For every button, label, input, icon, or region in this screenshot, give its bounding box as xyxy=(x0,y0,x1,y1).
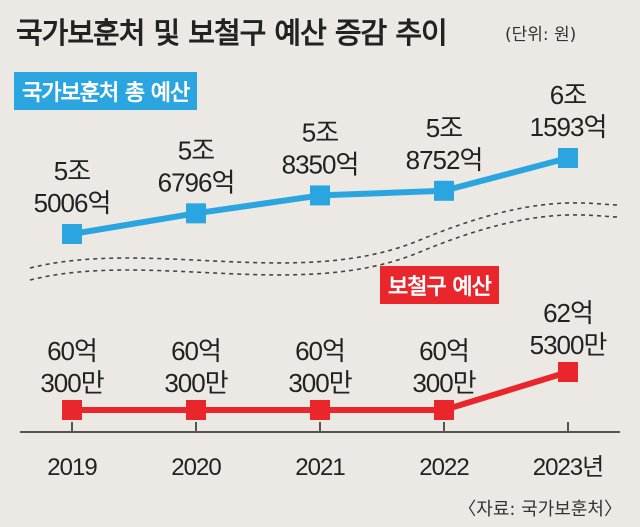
x-tick-label: 2019 xyxy=(47,454,97,481)
data-label-line1: 6조 xyxy=(550,80,586,110)
data-point-marker xyxy=(62,400,82,420)
data-point-marker xyxy=(434,180,454,201)
data-label-line2: 5300만 xyxy=(530,330,607,360)
data-label-line1: 5조 xyxy=(54,156,90,186)
data-label-line1: 60억 xyxy=(47,336,97,366)
x-tick-label: 2022 xyxy=(419,454,469,481)
data-label-line2: 300만 xyxy=(164,368,227,398)
legend-prosthetics-budget: 보철구 예산 xyxy=(380,266,499,304)
axis-break-line xyxy=(29,202,621,269)
data-label-line2: 5006억 xyxy=(34,188,111,218)
data-label-line1: 60억 xyxy=(295,336,345,366)
data-label-line1: 5조 xyxy=(426,113,462,143)
data-point-marker xyxy=(558,148,578,168)
data-label-line2: 8752억 xyxy=(406,145,483,175)
data-label-line1: 60억 xyxy=(171,336,221,366)
axis-break xyxy=(29,202,621,281)
data-point-marker xyxy=(558,362,578,382)
data-label-line2: 8350억 xyxy=(282,149,359,179)
data-point-marker xyxy=(310,400,330,420)
chart-title: 국가보훈처 및 보철구 예산 증감 추이 xyxy=(16,16,448,50)
axis-break-line xyxy=(29,214,621,281)
data-label-line1: 62억 xyxy=(543,298,593,328)
data-point-marker xyxy=(310,185,330,206)
source-note: 〈자료: 국가보훈처〉 xyxy=(458,499,622,520)
data-label-line1: 60억 xyxy=(419,336,469,366)
data-label-line2: 6796억 xyxy=(158,167,235,197)
data-label-line2: 300만 xyxy=(288,368,351,398)
legend-total-budget: 국가보훈처 총 예산 xyxy=(14,72,198,110)
data-label-line1: 5조 xyxy=(302,117,338,147)
data-point-marker xyxy=(186,400,206,420)
x-axis: 2019 2020 2021 2022 2023년 xyxy=(20,422,620,481)
data-point-marker xyxy=(186,203,206,224)
data-point-marker xyxy=(62,224,82,244)
data-label-line2: 1593억 xyxy=(530,112,607,142)
x-tick-label: 2020 xyxy=(171,454,221,481)
data-label-line1: 5조 xyxy=(178,135,214,165)
data-label-line2: 300만 xyxy=(412,368,475,398)
unit-label: (단위: 원) xyxy=(505,25,577,45)
data-label-line2: 300만 xyxy=(40,368,103,398)
data-point-marker xyxy=(434,400,454,420)
x-tick-label: 2021 xyxy=(295,454,345,481)
x-tick-label: 2023년 xyxy=(533,454,603,481)
